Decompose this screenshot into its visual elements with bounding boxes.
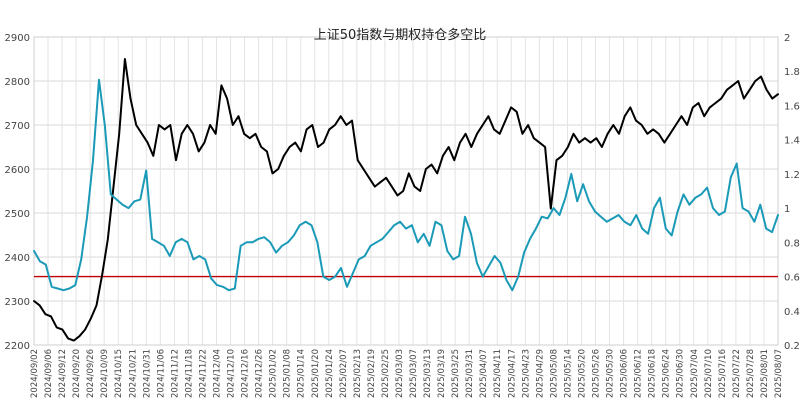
x-tick-label: 2024/11/22 — [198, 349, 208, 398]
y-left-tick-label: 2500 — [5, 209, 30, 220]
x-tick-label: 2025/02/25 — [381, 349, 391, 398]
x-tick-label: 2025/01/14 — [297, 349, 307, 398]
x-tick-label: 2025/08/01 — [760, 349, 770, 398]
x-tick-label: 2024/12/16 — [241, 349, 251, 398]
x-tick-label: 2025/01/08 — [283, 349, 293, 398]
x-tick-label: 2025/06/24 — [662, 349, 672, 398]
y-left-tick-label: 2200 — [5, 341, 30, 352]
x-tick-label: 2025/02/07 — [339, 349, 349, 398]
x-tick-label: 2025/08/07 — [774, 349, 784, 398]
x-tick-label: 2024/09/26 — [86, 349, 96, 398]
y-left-tick-label: 2700 — [5, 121, 30, 132]
y-right-tick-label: 1 — [784, 204, 790, 215]
y-right-tick-label: 0.4 — [784, 307, 800, 318]
x-tick-label: 2025/07/28 — [746, 349, 756, 398]
x-tick-label: 2024/11/12 — [170, 349, 180, 398]
x-tick-label: 2025/05/30 — [606, 349, 616, 398]
x-tick-label: 2025/05/26 — [592, 349, 602, 398]
y-left-tick-label: 2600 — [5, 165, 30, 176]
y-right-tick-label: 0.6 — [784, 273, 800, 284]
plot-border — [33, 36, 779, 346]
x-tick-label: 2025/02/13 — [353, 349, 363, 398]
x-tick-label: 2024/10/09 — [100, 349, 110, 398]
series-line-index — [33, 58, 779, 342]
x-tick-label: 2024/10/21 — [128, 349, 138, 398]
y-left-tick-label: 2400 — [5, 253, 30, 264]
x-tick-label: 2025/02/19 — [367, 349, 377, 398]
x-tick-label: 2024/09/20 — [72, 349, 82, 398]
x-tick-label: 2024/09/12 — [58, 349, 68, 398]
x-tick-label: 2024/10/31 — [142, 349, 152, 398]
y-right-tick-label: 1.4 — [784, 136, 800, 147]
x-tick-label: 2025/01/20 — [311, 349, 321, 398]
x-tick-label: 2025/03/13 — [423, 349, 433, 398]
x-tick-label: 2025/05/08 — [549, 349, 559, 398]
y-right-tick-label: 0.8 — [784, 238, 800, 249]
y-right-tick-label: 1.6 — [784, 101, 800, 112]
y-left-tick-label: 2800 — [5, 77, 30, 88]
y-right-tick-label: 0.2 — [784, 341, 800, 352]
x-tick-label: 2025/06/06 — [620, 349, 630, 398]
x-tick-label: 2024/09/06 — [44, 349, 54, 398]
x-tick-label: 2025/07/16 — [718, 349, 728, 398]
x-tick-label: 2025/06/30 — [676, 349, 686, 398]
x-tick-label: 2025/07/04 — [690, 349, 700, 398]
x-tick-label: 2024/09/02 — [30, 349, 40, 398]
x-tick-label: 2025/04/11 — [493, 349, 503, 398]
x-tick-label: 2025/04/17 — [507, 349, 517, 398]
x-tick-label: 2025/06/12 — [634, 349, 644, 398]
x-tick-label: 2025/04/07 — [479, 349, 489, 398]
x-tick-label: 2025/03/25 — [451, 349, 461, 398]
x-tick-label: 2024/10/15 — [114, 349, 124, 398]
x-tick-label: 2025/04/29 — [535, 349, 545, 398]
x-tick-label: 2025/04/23 — [521, 349, 531, 398]
y-right-tick-label: 2 — [784, 33, 790, 44]
chart-title: 上证50指数与期权持仓多空比 — [313, 28, 487, 43]
x-tick-label: 2025/01/02 — [269, 349, 279, 398]
x-tick-label: 2025/03/19 — [437, 349, 447, 398]
series-line-ratio — [33, 78, 779, 292]
x-tick-label: 2025/03/07 — [409, 349, 419, 398]
x-tick-label: 2025/07/10 — [704, 349, 714, 398]
x-tick-label: 2024/11/06 — [156, 349, 166, 398]
x-tick-label: 2025/03/03 — [395, 349, 405, 398]
x-tick-label: 2025/05/14 — [563, 349, 573, 398]
x-tick-label: 2024/12/10 — [227, 349, 237, 398]
x-tick-label: 2024/12/26 — [255, 349, 265, 398]
y-left-tick-label: 2900 — [5, 33, 30, 44]
y-right-tick-label: 1.8 — [784, 67, 800, 78]
y-right-tick-label: 1.2 — [784, 170, 800, 181]
x-tick-label: 2025/06/18 — [648, 349, 658, 398]
y-left-tick-label: 2300 — [5, 297, 30, 308]
x-tick-label: 2025/03/31 — [465, 349, 475, 398]
x-tick-label: 2024/11/18 — [184, 349, 194, 398]
x-tick-label: 2024/12/04 — [212, 349, 222, 398]
x-tick-label: 2025/05/20 — [577, 349, 587, 398]
x-tick-label: 2025/01/24 — [325, 349, 335, 398]
x-tick-label: 2025/07/22 — [732, 349, 742, 398]
